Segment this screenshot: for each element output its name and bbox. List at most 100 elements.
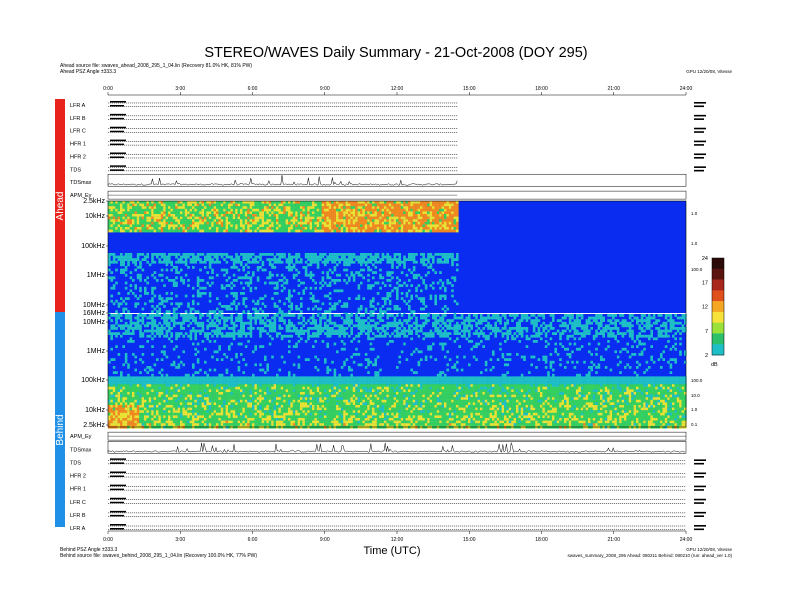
spectrogram-cell (367, 371, 370, 374)
spectrogram-cell (300, 260, 303, 264)
spectrogram-cell (537, 329, 541, 333)
spectrogram-cell (523, 358, 526, 361)
spectrogram-cell (261, 310, 265, 313)
spectrogram-cell (388, 292, 392, 295)
spectrogram-cell (158, 273, 161, 277)
spectrogram-cell (343, 258, 346, 261)
spectrogram-cell (412, 255, 416, 259)
spectrogram-cell (391, 321, 394, 325)
spectrogram-cell (475, 316, 478, 320)
spectrogram-cell (388, 273, 392, 277)
spectrogram-cell (196, 371, 200, 374)
spectrogram-cell (156, 324, 159, 328)
spectrogram-cell (146, 292, 149, 295)
spectrogram-cell (129, 316, 133, 320)
spectrogram-cell (504, 316, 507, 320)
spectrogram-cell (331, 260, 334, 264)
spectrogram-cell (441, 203, 445, 207)
spectrogram-cell (292, 289, 296, 293)
spectrogram-cell (228, 221, 231, 225)
spectrogram-cell (324, 258, 327, 261)
spectrogram-cell (508, 314, 512, 317)
row-label: HFR 2 (70, 154, 86, 160)
spectrogram-cell (115, 371, 118, 374)
spectrogram-cell (112, 216, 116, 220)
spectrogram-cell (242, 332, 245, 335)
spectrogram-cell (240, 214, 243, 217)
spectrogram-cell (312, 214, 315, 217)
spectrogram-cell (316, 211, 320, 215)
spectrogram-cell (235, 319, 238, 322)
spectrogram-cell (343, 206, 346, 209)
spectrogram-cell (220, 203, 224, 207)
spectrogram-cell (175, 224, 178, 228)
spectrogram-cell (204, 376, 207, 380)
spectrogram-cell (626, 363, 629, 367)
spectrogram-cell (177, 229, 181, 233)
spectrogram-cell (225, 316, 229, 320)
spectrogram-cell (571, 316, 574, 320)
spectrogram-cell (345, 219, 349, 222)
spectrogram-cell (240, 206, 243, 209)
spectrogram-cell (547, 371, 550, 374)
spectrogram-cell (280, 211, 284, 215)
spectrogram-cell (213, 201, 217, 204)
spectrogram-cell (300, 297, 303, 300)
spectrogram-cell (172, 227, 176, 230)
spectrogram-cell (280, 327, 284, 330)
spectrogram-cell (285, 203, 289, 207)
spectrogram-cell (410, 253, 413, 256)
spectrogram-cell (345, 260, 349, 264)
spectrogram-cell (276, 229, 279, 233)
tdsmax-frame (107, 173, 687, 187)
spectrogram-cell (451, 255, 454, 259)
spectrogram-cell (552, 319, 555, 322)
spectrogram-cell (141, 319, 145, 322)
spectrogram-cell (667, 314, 670, 317)
spectrogram-cell (211, 260, 214, 264)
spectrogram-cell (148, 216, 152, 220)
spectrogram-cell (616, 363, 620, 367)
spectrogram-cell (120, 258, 123, 261)
spectrogram-cell (276, 258, 279, 261)
spectrogram-cell (225, 371, 229, 374)
spectrogram-cell (192, 286, 195, 290)
spectrogram-cell (180, 255, 183, 259)
spectrogram-cell (398, 219, 401, 222)
spectrogram-cell (626, 321, 629, 325)
spectrogram-cell (396, 307, 399, 311)
spectrogram-cell (374, 203, 377, 207)
spectrogram-cell (235, 376, 238, 380)
spectrogram-cell (568, 314, 572, 317)
spectrogram-cell (177, 221, 181, 225)
spectrogram-cell (643, 314, 646, 317)
spectrogram-cell (501, 314, 505, 317)
spectrogram-cell (304, 260, 308, 264)
spectrogram-cell (338, 289, 341, 293)
spectrogram-cell (108, 203, 111, 207)
spectrogram-cell (364, 353, 368, 356)
spectrogram-cell (268, 208, 272, 212)
spectrogram-cell (307, 273, 310, 277)
spectrogram-cell (396, 324, 399, 328)
spectrogram-cell (314, 211, 317, 215)
spectrogram-cell (604, 347, 608, 351)
spectrogram-cell (129, 203, 133, 207)
spectrogram-cell (170, 211, 173, 215)
spectrogram-cell (451, 201, 454, 204)
spectrogram-cell (290, 201, 293, 204)
spectrogram-cell (468, 316, 471, 320)
spectrogram-cell (170, 260, 173, 264)
spectrogram-cell (648, 324, 651, 328)
spectrogram-cell (264, 227, 267, 230)
spectrogram-cell (139, 329, 142, 333)
spectrogram-cell (206, 327, 209, 330)
spectrogram-cell (412, 214, 416, 217)
spectrogram-cell (326, 284, 329, 287)
spectrogram-cell (247, 271, 250, 274)
spectrogram-cell (388, 227, 392, 230)
spectrogram-cell (391, 203, 394, 207)
spectrogram-cell (446, 203, 449, 207)
spectrogram-cell (340, 329, 344, 333)
spectrogram-cell (163, 206, 166, 209)
